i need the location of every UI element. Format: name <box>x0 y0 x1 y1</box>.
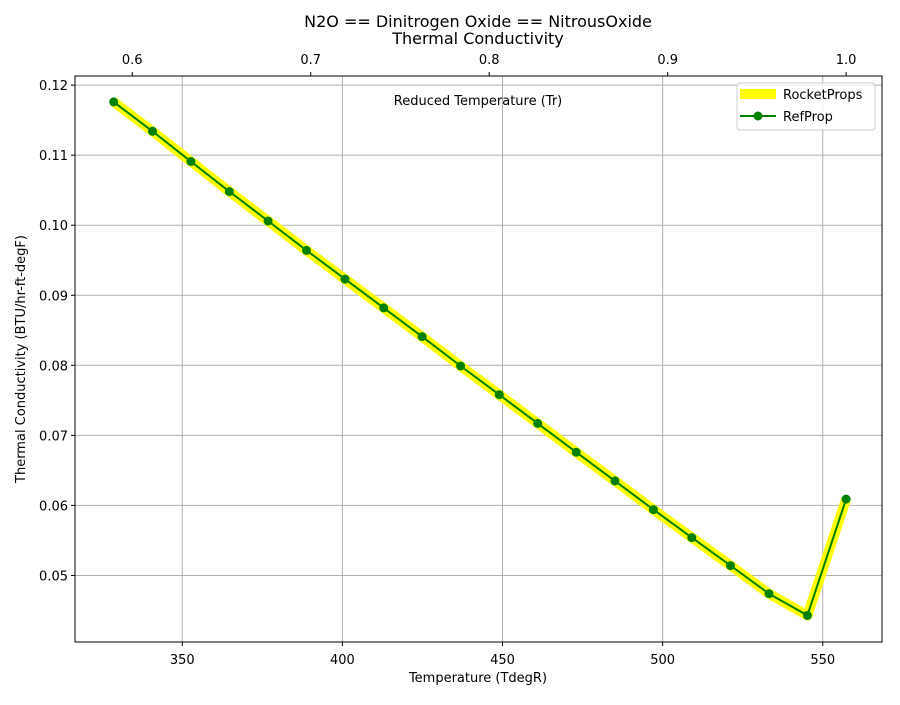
series-refprop-point <box>533 418 543 428</box>
series-refprop-point <box>571 447 581 457</box>
top-x-tick-label: 1.0 <box>836 53 857 68</box>
series-refprop-point <box>648 505 658 515</box>
series-refprop-point <box>148 126 157 136</box>
x-axis-label: Temperature (TdegR) <box>408 671 547 686</box>
legend-label-refprop: RefProp <box>783 110 833 125</box>
series-refprop-point <box>841 494 851 504</box>
series-refprop-point <box>302 245 311 255</box>
x-axis-ticks: 350 400 450 500 550 <box>170 642 835 668</box>
top-x-tick-label: 0.7 <box>300 53 321 68</box>
y-tick-label: 0.09 <box>39 289 68 304</box>
y-tick-label: 0.08 <box>39 359 68 374</box>
x-tick-label: 500 <box>650 653 675 668</box>
series-refprop-point <box>109 97 119 107</box>
y-axis-label: Thermal Conductivity (BTU/hr-ft-degF) <box>14 235 29 484</box>
series-refprop-point <box>379 303 389 313</box>
x-tick-label: 450 <box>490 653 515 668</box>
series-refprop-point <box>764 589 774 599</box>
series-refprop-point <box>687 533 697 543</box>
plot-series <box>109 97 851 621</box>
series-refprop-point <box>417 332 427 342</box>
top-x-tick-label: 0.6 <box>122 53 143 68</box>
top-x-tick-label: 0.8 <box>479 53 500 68</box>
chart-title: N2O == Dinitrogen Oxide == NitrousOxide <box>304 12 652 31</box>
series-refprop-point <box>494 390 504 400</box>
x-tick-label: 400 <box>330 653 355 668</box>
y-tick-label: 0.11 <box>39 149 68 164</box>
legend-swatch-refprop-marker <box>753 111 763 121</box>
series-refprop-point <box>340 274 350 284</box>
y-axis-ticks: 0.05 0.06 0.07 0.08 0.09 0.10 0.11 0.12 <box>39 79 75 584</box>
series-refprop-point <box>802 610 812 620</box>
y-tick-label: 0.06 <box>39 499 68 514</box>
legend: RocketProps RefProp <box>736 82 876 131</box>
series-refprop-point <box>456 361 466 371</box>
chart-subtitle: Thermal Conductivity <box>391 29 564 48</box>
top-x-axis-label: Reduced Temperature (Tr) <box>394 94 562 109</box>
legend-label-rocketprops: RocketProps <box>783 88 863 103</box>
series-refprop-point <box>186 157 196 166</box>
series-refprop-point <box>224 187 234 197</box>
x-tick-label: 550 <box>810 653 835 668</box>
y-tick-label: 0.05 <box>39 569 68 584</box>
y-tick-label: 0.07 <box>39 429 68 444</box>
y-tick-label: 0.12 <box>39 79 68 94</box>
top-x-tick-label: 0.9 <box>657 53 678 68</box>
series-refprop-point <box>726 561 735 571</box>
series-refprop-point <box>610 476 620 486</box>
series-refprop-point <box>263 216 273 226</box>
series-refprop-line <box>113 101 848 617</box>
top-x-axis-ticks: 0.6 0.7 0.8 0.9 1.0 <box>122 53 857 76</box>
y-tick-label: 0.10 <box>39 219 68 234</box>
plot-frame <box>74 75 883 643</box>
x-tick-label: 350 <box>170 653 195 668</box>
